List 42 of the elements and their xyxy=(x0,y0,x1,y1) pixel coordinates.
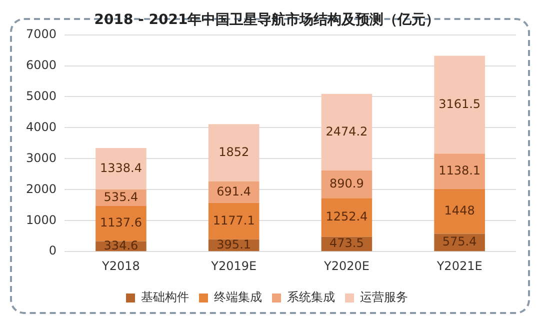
y-tick-label: 6000 xyxy=(26,58,57,72)
x-tick-label: Y2020E xyxy=(322,258,370,273)
legend-label: 基础构件 xyxy=(141,290,189,304)
data-label: 2474.2 xyxy=(326,124,368,138)
x-tick-label: Y2021E xyxy=(436,258,482,273)
legend-label: 系统集成 xyxy=(287,290,335,304)
x-tick-label: Y2019E xyxy=(210,258,257,273)
data-label: 395.1 xyxy=(216,237,252,252)
data-label: 1177.1 xyxy=(212,213,255,228)
bar xyxy=(96,206,146,242)
bar xyxy=(321,198,372,237)
bar xyxy=(208,124,260,182)
y-tick-label: 0 xyxy=(48,244,57,258)
data-label: 1852 xyxy=(218,144,250,159)
data-label: 1137.6 xyxy=(100,216,142,230)
bar xyxy=(208,202,260,240)
data-label: 473.5 xyxy=(330,236,364,250)
data-label: 3161.5 xyxy=(438,96,481,111)
y-tick-label: 7000 xyxy=(26,26,57,41)
data-label: 535.4 xyxy=(104,190,138,204)
data-label: 1448 xyxy=(444,203,475,218)
legend-label: 运营服务 xyxy=(360,290,408,304)
legend-label: 终端集成 xyxy=(214,290,262,304)
y-tick-label: 3000 xyxy=(26,150,57,165)
data-label: 1138.1 xyxy=(438,163,481,178)
y-tick-label: 1000 xyxy=(26,212,57,227)
data-label: 890.9 xyxy=(330,176,364,190)
y-tick-label: 5000 xyxy=(26,88,57,103)
bar xyxy=(434,56,485,154)
bar xyxy=(321,94,372,171)
bar xyxy=(434,154,485,189)
bar xyxy=(96,148,146,190)
x-tick-label: Y2018 xyxy=(101,258,140,273)
bar xyxy=(434,188,485,234)
chart-title: 2018 - 2021年中国卫星导航市场结构及预测（亿元） xyxy=(94,11,440,28)
data-label: 1338.4 xyxy=(100,160,142,175)
y-tick-label: 2000 xyxy=(26,182,57,196)
y-tick-label: 4000 xyxy=(26,120,57,134)
data-label: 334.6 xyxy=(104,238,138,252)
data-label: 575.4 xyxy=(442,234,477,249)
data-label: 1252.4 xyxy=(326,210,368,224)
data-label: 691.4 xyxy=(216,184,252,198)
